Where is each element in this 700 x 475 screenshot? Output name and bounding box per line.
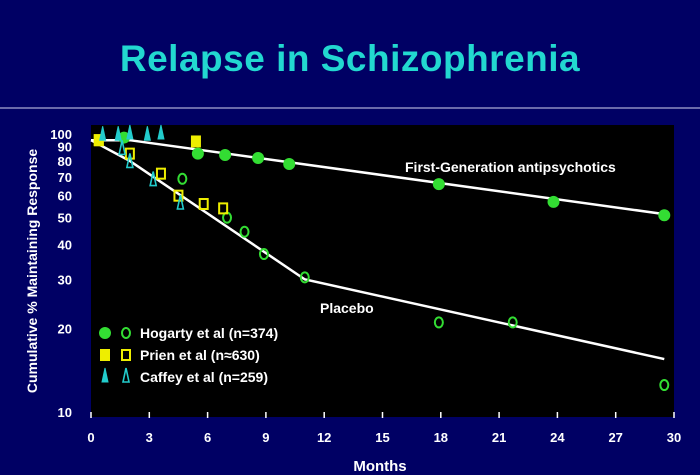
y-tick-label-5: 60 [58,189,72,204]
data-point-1-5 [433,316,444,329]
data-point-0-4 [283,157,296,170]
legend-marker-filled-2 [101,367,109,383]
data-point-0-5 [432,178,445,191]
plot-area [91,125,674,417]
data-point-1-2 [239,225,250,238]
data-point-0-3 [252,151,265,164]
data-point-4-0 [99,126,107,141]
y-tick-label-1: 20 [58,321,72,336]
x-tick-label-5: 15 [375,430,389,445]
data-point-5-1 [125,153,134,169]
data-point-4-4 [157,124,165,140]
data-point-2-1 [190,135,201,148]
curve-label-placebo: Placebo [320,300,374,316]
x-tick-label-4: 12 [317,430,331,445]
slide-title: Relapse in Schizophrenia [119,38,581,79]
legend-marker-filled-0 [99,327,111,339]
legend-marker-filled-1 [100,349,110,361]
y-tick-label-8: 90 [58,140,72,155]
legend-label-2: Caffey et al (n=259) [140,369,268,385]
x-tick-label-10: 30 [667,430,681,445]
data-point-2-0 [93,134,104,147]
x-tick-label-0: 0 [87,430,94,445]
legend-marker-open-2 [122,367,130,383]
data-point-0-1 [191,147,204,160]
x-tick-label-7: 21 [492,430,506,445]
data-point-1-6 [507,316,518,329]
data-point-0-6 [547,195,560,208]
data-point-4-3 [143,126,151,141]
x-tick-label-1: 3 [146,430,153,445]
data-point-5-3 [176,194,185,210]
data-point-1-4 [299,271,310,284]
data-point-3-5 [218,202,229,215]
curve-label-first-generation: First-Generation antipsychotics [405,159,616,175]
legend-label-1: Prien et al (n≈630) [140,347,260,363]
data-point-1-3 [258,248,269,261]
data-point-5-2 [149,171,158,187]
y-axis-label: Cumulative % Maintaining Response [24,149,40,393]
data-point-3-2 [155,167,166,180]
data-point-4-1 [114,126,122,141]
y-tick-label-3: 40 [58,238,72,253]
x-tick-label-6: 18 [434,430,448,445]
x-axis-label: Months [353,458,406,475]
title-divider [0,107,700,109]
data-point-4-2 [126,124,134,140]
data-point-0-7 [658,209,671,222]
legend-marker-open-0 [121,327,131,339]
data-point-0-2 [219,149,232,162]
x-tick-label-2: 6 [204,430,211,445]
y-tick-label-4: 50 [58,211,72,226]
y-tick-label-0: 10 [58,405,72,420]
data-point-1-7 [659,379,670,392]
curve-line-1 [90,139,665,361]
y-tick-label-2: 30 [58,272,72,287]
x-tick-label-3: 9 [262,430,269,445]
x-tick-label-8: 24 [550,430,565,445]
data-point-3-4 [198,198,209,211]
legend-label-0: Hogarty et al (n=374) [140,325,278,341]
data-point-1-0 [177,172,188,185]
data-point-5-0 [118,140,127,156]
y-tick-label-6: 70 [58,170,72,185]
y-tick-label-9: 100 [50,127,72,142]
legend-marker-open-1 [121,349,131,361]
data-point-3-1 [124,147,135,160]
y-tick-label-7: 80 [58,154,72,169]
x-tick-label-9: 27 [608,430,622,445]
